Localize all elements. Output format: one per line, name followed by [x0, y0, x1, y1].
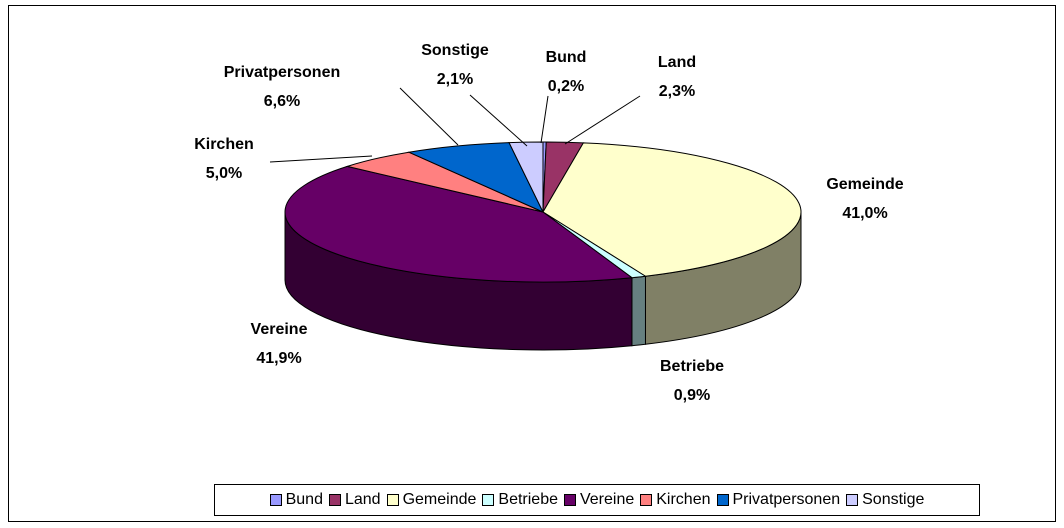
legend-label: Vereine — [579, 491, 635, 508]
legend-item: Privatpersonen — [716, 491, 841, 509]
legend-item: Gemeinde — [386, 491, 477, 509]
legend-swatch — [328, 494, 341, 506]
leader-line — [540, 95, 549, 144]
slice-label: Sonstige — [421, 42, 489, 59]
slice-label: Gemeinde — [826, 176, 903, 193]
slice-value: 2,3% — [659, 83, 695, 100]
legend-item: Vereine — [563, 491, 635, 509]
legend-swatch — [640, 494, 653, 506]
legend-swatch — [716, 494, 729, 506]
leader-line — [399, 87, 459, 146]
slice-label: Kirchen — [194, 136, 254, 153]
slice-value: 0,9% — [674, 387, 710, 404]
legend-label: Sonstige — [862, 491, 925, 508]
legend-label: Betriebe — [498, 491, 558, 508]
legend-label: Land — [344, 491, 381, 508]
slice-label: Bund — [546, 49, 587, 66]
slice-label: Betriebe — [660, 358, 724, 375]
legend-label: Bund — [285, 491, 323, 508]
legend-label: Privatpersonen — [732, 491, 841, 508]
slice-value: 0,2% — [548, 78, 584, 95]
slice-label: Land — [658, 54, 696, 71]
legend: Bund Land Gemeinde Betriebe Vereine Kirchen Pr… — [214, 484, 980, 516]
legend-item: Kirchen — [640, 491, 711, 509]
leader-line — [269, 155, 373, 163]
legend-label: Gemeinde — [402, 491, 477, 508]
slice-label: Vereine — [251, 321, 308, 338]
leader-line — [469, 94, 528, 147]
legend-swatch — [563, 494, 576, 506]
slice-value: 5,0% — [206, 165, 242, 182]
legend-item: Betriebe — [482, 491, 558, 509]
legend-swatch — [386, 494, 399, 506]
slice-label: Privatpersonen — [224, 64, 340, 81]
legend-swatch — [269, 494, 282, 506]
slice — [508, 141, 544, 213]
slice — [542, 142, 802, 277]
leader-line — [564, 95, 641, 145]
slice-value: 6,6% — [264, 93, 300, 110]
slice-value: 41,9% — [256, 350, 301, 367]
legend-item: Bund — [269, 491, 323, 509]
legend-swatch — [846, 494, 859, 506]
slice-value: 2,1% — [437, 71, 473, 88]
legend-item: Land — [328, 491, 381, 509]
legend-swatch — [482, 494, 495, 506]
legend-item: Sonstige — [846, 491, 924, 509]
slice-side — [631, 275, 646, 347]
legend-label: Kirchen — [656, 491, 711, 508]
slice-value: 41,0% — [842, 205, 887, 222]
slice — [284, 165, 634, 283]
